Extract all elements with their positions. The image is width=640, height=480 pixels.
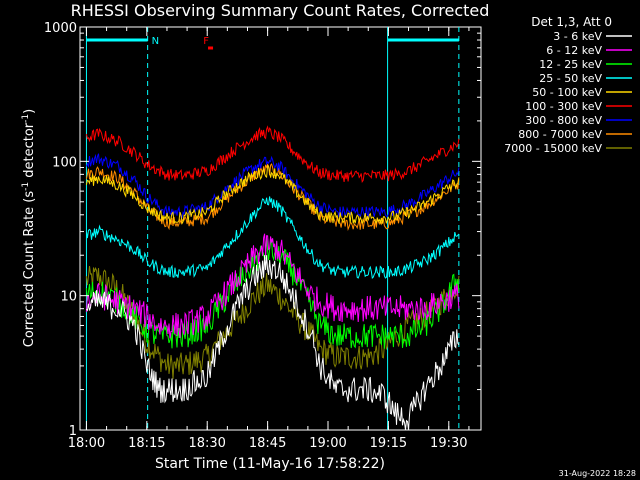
y-tick-label: 10 — [60, 290, 77, 305]
x-tick-label: 18:45 — [249, 436, 286, 451]
y-axis: 1 10 100 1000 — [44, 21, 481, 439]
x-tick-label: 19:30 — [430, 436, 467, 451]
x-tick-label: 18:15 — [128, 436, 165, 451]
x-tick-label: 18:30 — [188, 436, 225, 451]
series-line — [85, 164, 460, 225]
x-tick-label: 19:00 — [309, 436, 346, 451]
x-axis: 18:00 18:15 18:30 18:45 19:00 19:15 19:30 — [68, 27, 470, 451]
series-line — [85, 237, 460, 349]
series-line — [85, 196, 460, 279]
night-marker-label: N — [152, 36, 159, 47]
series-line — [85, 153, 460, 219]
y-axis-label-exponent: -1 — [21, 114, 31, 123]
y-axis-label-part: detector — [22, 122, 37, 182]
x-tick-label: 18:00 — [68, 436, 105, 451]
chart-title: RHESSI Observing Summary Count Rates, Co… — [71, 1, 490, 20]
orbit-markers — [85, 27, 460, 430]
y-tick-label: 1000 — [44, 21, 77, 36]
plot-border — [79, 26, 482, 431]
series-line — [85, 233, 460, 339]
legend-label: 800 - 7000 keV — [518, 128, 602, 141]
legend-label: 3 - 6 keV — [553, 30, 602, 43]
y-axis-label: Corrected Count Rate (s-1 detector-1) — [21, 109, 37, 347]
legend-label: 6 - 12 keV — [546, 44, 602, 57]
flag-label: F — [203, 36, 209, 47]
y-tick-label: 100 — [52, 155, 77, 170]
legend-label: 300 - 800 keV — [525, 114, 602, 127]
series-line — [85, 265, 460, 380]
legend-label: 7000 - 15000 keV — [504, 142, 602, 155]
series-line — [86, 255, 460, 431]
y-axis-label-part: ) — [22, 109, 37, 114]
y-axis-label-exponent: -1 — [21, 182, 31, 191]
series-line — [85, 125, 460, 184]
series-lines — [85, 125, 460, 431]
footer-timestamp: 31-Aug-2022 18:28 — [559, 469, 636, 478]
plot-frame — [79, 26, 482, 431]
x-tick-label: 19:15 — [370, 436, 407, 451]
legend-label: 25 - 50 keV — [539, 72, 602, 85]
y-tick-label: 1 — [69, 424, 77, 439]
legend-label: 12 - 25 keV — [539, 58, 602, 71]
legend-label: 100 - 300 keV — [525, 100, 602, 113]
legend-label: 50 - 100 keV — [532, 86, 602, 99]
x-axis-label: Start Time (11-May-16 17:58:22) — [155, 456, 385, 472]
y-axis-label-part: Corrected Count Rate (s — [22, 191, 37, 348]
legend-title: Det 1,3, Att 0 — [531, 15, 612, 29]
